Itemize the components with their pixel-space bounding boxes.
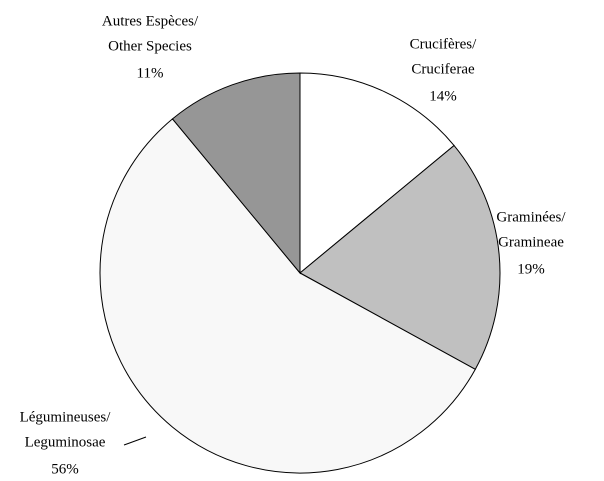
pie-slice <box>299 72 455 275</box>
value-label: 11% <box>137 65 164 81</box>
slice-label: Légumineuses/ <box>20 409 112 425</box>
slice-label: Gramineae <box>498 234 564 250</box>
slice-label: Leguminosae <box>25 434 106 450</box>
slice-label: Crucifères/ <box>410 36 477 52</box>
slice-label: Other Species <box>108 38 192 54</box>
value-label: 56% <box>51 461 79 477</box>
pie-slice <box>171 72 301 275</box>
leader-line <box>123 436 147 446</box>
slice-label: Cruciferae <box>411 61 475 77</box>
value-label: 19% <box>517 261 545 277</box>
pie-slice <box>99 118 476 474</box>
value-label: 14% <box>429 88 457 104</box>
pie-slice <box>299 144 501 371</box>
slice-label: Graminées/ <box>496 209 566 225</box>
slice-label: Autres Espèces/ <box>102 13 199 29</box>
